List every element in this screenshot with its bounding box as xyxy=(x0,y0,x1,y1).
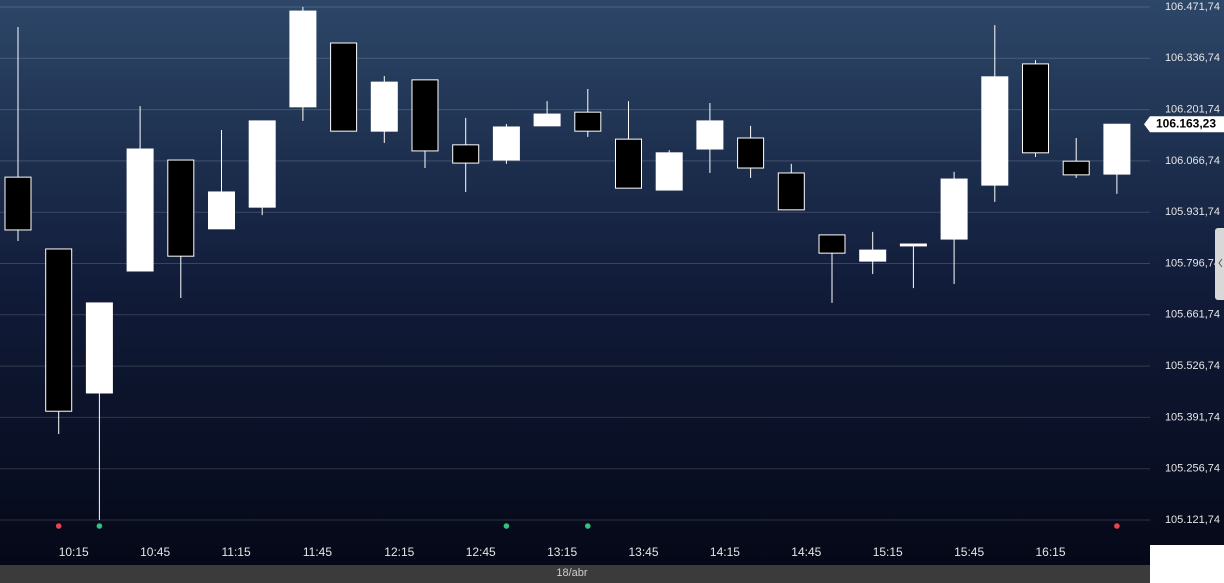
candle-body xyxy=(1022,63,1049,154)
y-tick-label: 105.256,74 xyxy=(1165,463,1220,475)
y-tick-label: 106.066,74 xyxy=(1165,155,1220,167)
y-tick-label: 106.471,74 xyxy=(1165,1,1220,13)
candle-body xyxy=(208,191,235,230)
candle-body xyxy=(411,79,439,152)
candle-body xyxy=(655,152,683,191)
corner xyxy=(1150,545,1224,583)
x-tick-label: 14:45 xyxy=(791,545,821,559)
signal-dot xyxy=(96,523,103,529)
current-price-label: 106.163,23 xyxy=(1156,116,1216,130)
candle-body xyxy=(574,111,602,132)
x-tick-label: 15:45 xyxy=(954,545,984,559)
signal-dot xyxy=(503,523,510,529)
x-tick-label: 13:45 xyxy=(629,545,659,559)
candle-body xyxy=(859,249,887,262)
y-tick-label: 105.931,74 xyxy=(1165,206,1220,218)
candle-body xyxy=(981,76,1009,186)
candle-body xyxy=(1103,123,1131,175)
x-tick-label: 16:15 xyxy=(1036,545,1066,559)
x-tick-label: 12:15 xyxy=(384,545,414,559)
candle-body xyxy=(777,172,805,211)
date-label: 18/abr xyxy=(556,567,588,579)
y-tick-label: 105.526,74 xyxy=(1165,360,1220,372)
y-tick-label: 105.121,74 xyxy=(1165,514,1220,526)
current-price-box xyxy=(1144,116,1224,133)
candle-body xyxy=(899,243,927,247)
candle-body xyxy=(85,302,113,394)
candle-body xyxy=(1062,160,1090,176)
signal-dot xyxy=(1114,523,1120,529)
x-tick-label: 11:45 xyxy=(303,545,332,559)
x-tick-label: 12:45 xyxy=(466,545,496,559)
candle-body xyxy=(167,159,195,257)
candle-body xyxy=(45,248,73,412)
plot-background xyxy=(0,0,1224,565)
x-tick-label: 10:45 xyxy=(140,545,170,559)
y-tick-label: 105.661,74 xyxy=(1165,309,1220,321)
signal-dot xyxy=(585,523,591,529)
candle-body xyxy=(615,138,642,189)
candle-body xyxy=(330,42,358,132)
signal-dot xyxy=(55,523,62,529)
candle-body xyxy=(370,81,398,132)
x-tick-label: 10:15 xyxy=(59,545,89,559)
candle-body xyxy=(940,178,968,240)
candle-body xyxy=(696,120,724,150)
x-tick-label: 15:15 xyxy=(873,545,903,559)
candle-body xyxy=(4,176,32,231)
candle-body xyxy=(452,144,480,164)
y-tick-label: 105.391,74 xyxy=(1165,411,1220,423)
candle-body xyxy=(737,137,765,169)
date-bar xyxy=(0,565,1224,583)
side-tab-arrow xyxy=(1218,258,1223,268)
candle-body xyxy=(818,234,846,254)
x-tick-label: 13:15 xyxy=(547,545,577,559)
candle-body xyxy=(126,148,154,272)
candle-body xyxy=(533,113,561,127)
x-tick-label: 14:15 xyxy=(710,545,740,559)
candle-body xyxy=(248,120,276,208)
y-tick-label: 106.336,74 xyxy=(1165,52,1220,64)
y-tick-label: 106.201,74 xyxy=(1165,104,1220,116)
candle-body xyxy=(289,10,317,108)
y-tick-label: 105.796,74 xyxy=(1165,257,1220,269)
candle-body xyxy=(492,126,520,161)
x-tick-label: 11:15 xyxy=(222,545,251,559)
